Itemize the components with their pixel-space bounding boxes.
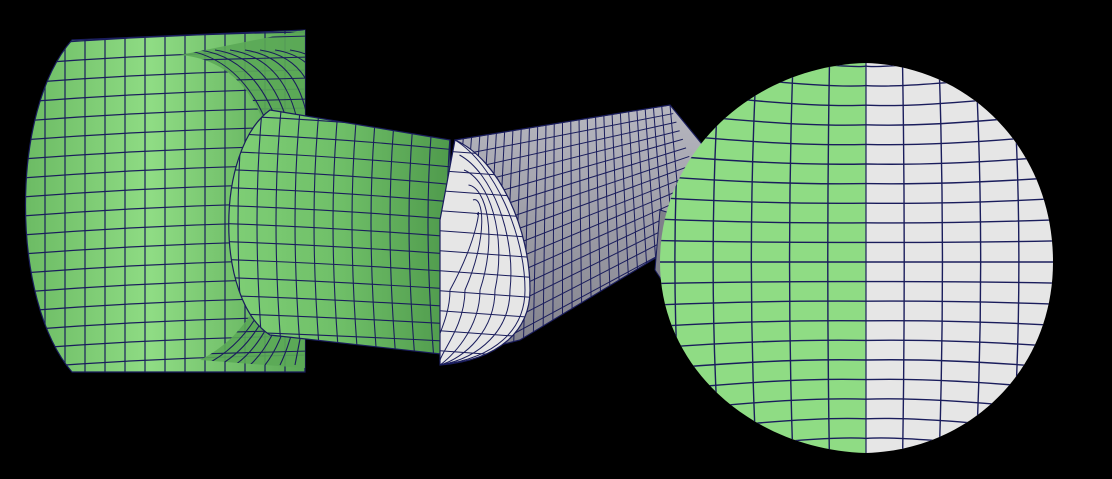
cross-section-disk bbox=[660, 63, 1053, 453]
